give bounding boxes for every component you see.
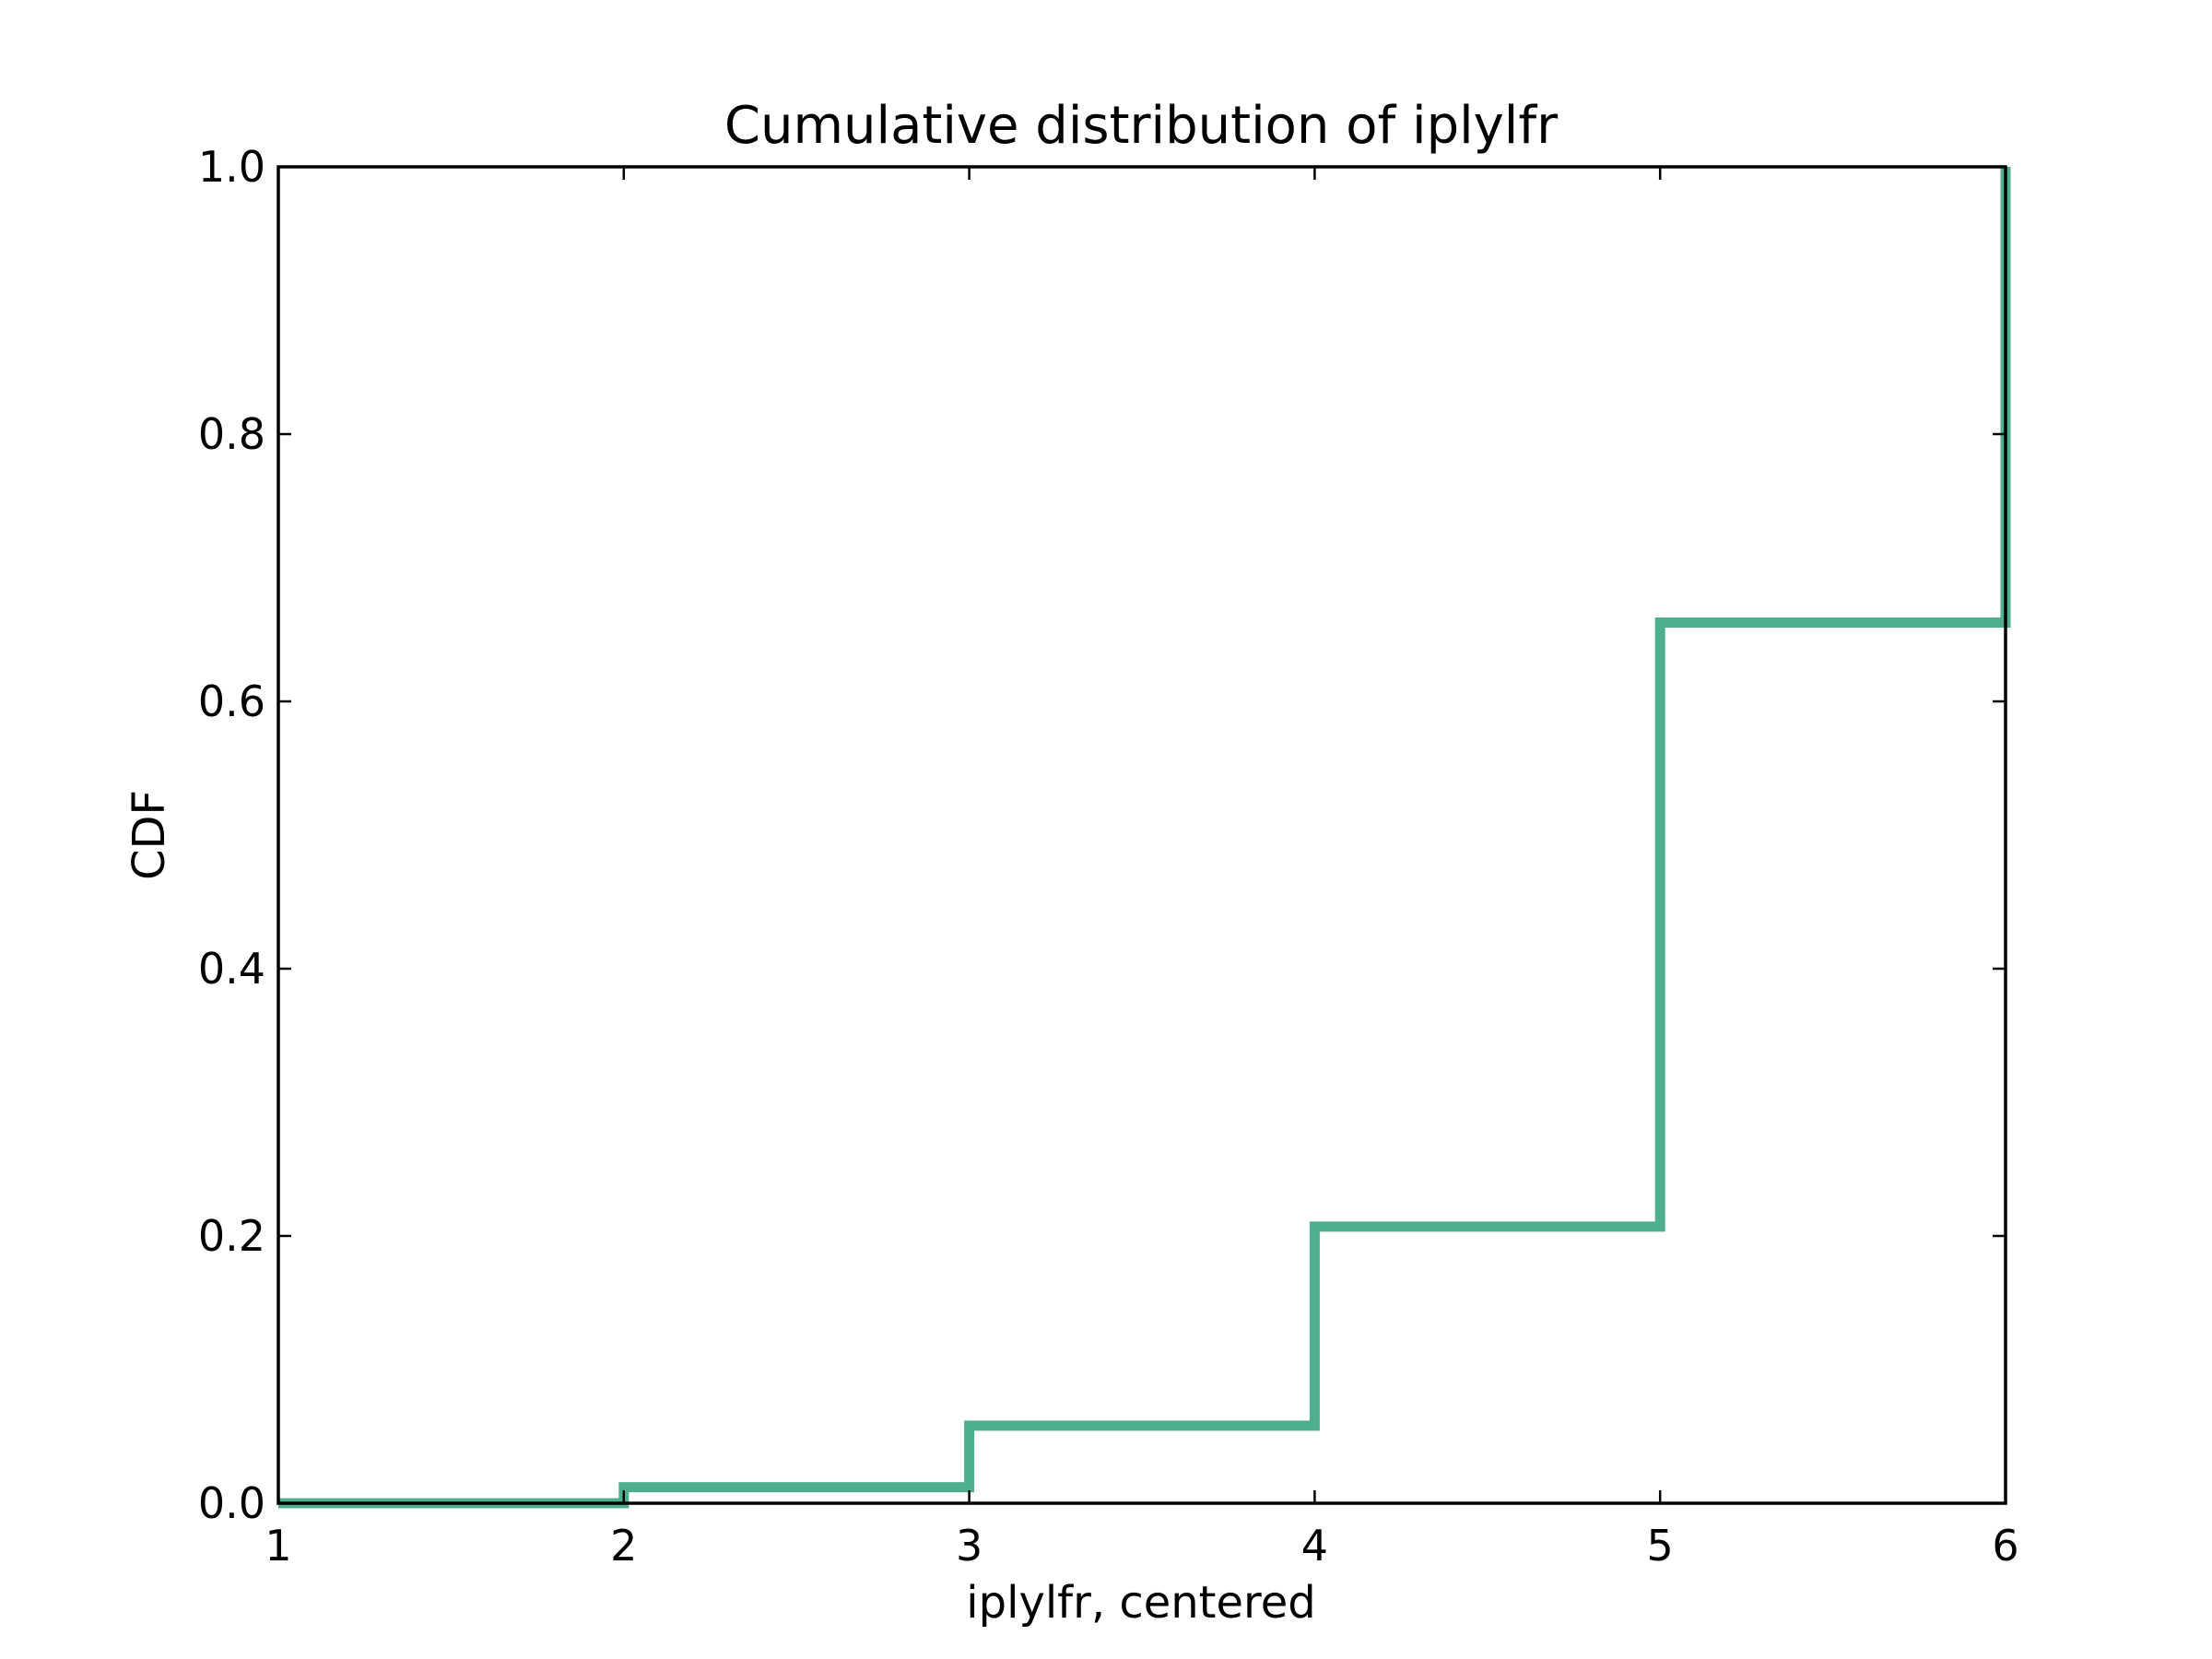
x-tick-label: 2 xyxy=(610,1521,637,1571)
y-axis: 0.0 0.2 0.4 0.6 0.8 1.0 xyxy=(198,142,2006,1528)
y-tick-label: 0.0 xyxy=(198,1478,265,1528)
x-tick-label: 4 xyxy=(1301,1521,1328,1571)
cdf-step-line xyxy=(278,167,2011,1509)
x-axis: 1 2 3 4 5 6 xyxy=(265,167,2019,1571)
x-axis-label: iplylfr, centered xyxy=(966,1577,1315,1629)
plot-area xyxy=(278,167,2011,1509)
plot-frame xyxy=(276,165,2007,1505)
y-tick-label: 0.8 xyxy=(198,409,265,459)
y-tick-label: 0.6 xyxy=(198,677,265,726)
y-axis-label: CDF xyxy=(124,790,175,880)
y-tick-label: 0.4 xyxy=(198,944,265,994)
x-tick-label: 1 xyxy=(265,1521,291,1571)
y-tick-label: 1.0 xyxy=(198,142,265,192)
chart-title: Cumulative distribution of iplylfr xyxy=(724,96,1559,156)
x-tick-label: 3 xyxy=(956,1521,982,1571)
x-tick-label: 6 xyxy=(1992,1521,2018,1571)
y-tick-label: 0.2 xyxy=(198,1211,265,1261)
x-tick-label: 5 xyxy=(1647,1521,1674,1571)
